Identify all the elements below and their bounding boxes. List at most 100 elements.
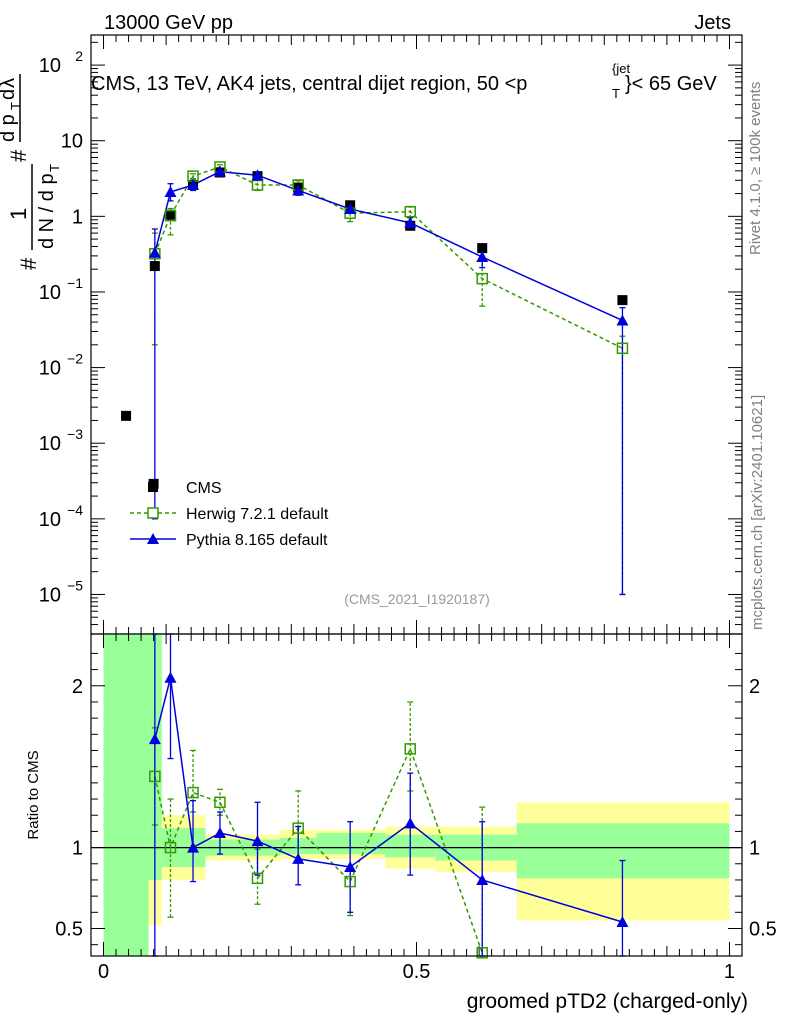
herwig-data-point (404, 206, 416, 218)
y-tick-exponent: −5 (67, 577, 83, 593)
ratio-herwig-point (344, 875, 356, 888)
ylabel-dn-dpt: d N / d p (36, 173, 58, 249)
ratio-pythia-point (292, 852, 305, 864)
ratio-pythia-point (616, 916, 629, 928)
ratio-y-tick-label-right: 0.5 (749, 918, 777, 940)
main-axis-ticks: 10 −5 10 −4 10 −3 10 −2 10 −1 1 10 10 2 (39, 35, 742, 635)
y-tick-label: 10 (39, 55, 61, 77)
ratio-pythia-point (164, 671, 177, 683)
pythia-data-point (251, 169, 264, 181)
ratio-pythia-point (404, 817, 417, 829)
y-tick-exponent: −3 (67, 426, 83, 442)
ratio-pythia-point (476, 873, 489, 885)
legend-marker-cms (148, 482, 158, 492)
cms-data-point (165, 209, 176, 220)
series-line-herwig (154, 166, 623, 349)
title-sup: {jet (612, 61, 630, 76)
title-main: CMS, 13 TeV, AK4 jets, central dijet reg… (91, 73, 527, 95)
cms-data-point (149, 261, 160, 272)
header-right-label: Jets (694, 12, 731, 34)
pythia-data-point (292, 184, 305, 196)
y-tick-exponent: 2 (75, 48, 83, 64)
pythia-data-point (616, 314, 629, 326)
ratio-pythia-point (251, 835, 264, 847)
pythia-data-point (404, 216, 417, 228)
pythia-data-point (148, 246, 161, 258)
ratio-y-tick-label-left: 2 (72, 676, 83, 698)
ratio-y-tick-label-right: 1 (749, 838, 760, 860)
cms-data-point (617, 295, 628, 306)
pythia-data-point (213, 165, 226, 177)
ratio-y-tick-label-right: 2 (749, 676, 760, 698)
ratio-herwig-point (404, 743, 416, 755)
legend-marker-pythia (147, 533, 159, 544)
ylabel-d: d (0, 89, 19, 100)
ratio-y-tick-label-left: 1 (72, 838, 83, 860)
title-tail: }< 65 GeV (625, 73, 717, 95)
ratio-pythia-point (187, 841, 200, 853)
rivet-label: Rivet 4.1.0, ≥ 100k events (747, 82, 764, 255)
title-sub: T (612, 86, 620, 101)
x-tick-label: 1 (724, 961, 735, 983)
ratio-pythia-point (213, 827, 226, 839)
ylabel-hash1: # (16, 257, 41, 270)
y-tick-label: 10 (39, 358, 61, 380)
x-tick-label: 0.5 (403, 961, 431, 983)
legend-label-herwig: Herwig 7.2.1 default (186, 506, 329, 523)
y-tick-label: 10 (39, 433, 61, 455)
legend: CMS Herwig 7.2.1 default Pythia 8.165 de… (130, 480, 329, 549)
ratio-herwig-point (292, 822, 304, 834)
ratio-y-tick-label-left: 0.5 (55, 918, 83, 940)
main-ylabel: # 1 d N / d p T # d p T d λ d 2 N (0, 74, 62, 270)
ratio-herwig-point (164, 841, 177, 854)
pythia-data-point (164, 185, 177, 197)
ratio-axis-ticks: 0.5 0.5 1 1 2 2 0 0.5 1 (55, 634, 777, 983)
y-tick-label: 10 (39, 282, 61, 304)
ratio-pythia-point (148, 733, 161, 745)
pythia-data-point (344, 203, 357, 215)
header-left-label: 13000 GeV pp (104, 12, 233, 34)
x-tick-label: 0 (98, 961, 109, 983)
ylabel-hash2: # (6, 149, 31, 162)
y-tick-exponent: −1 (67, 275, 83, 291)
ratio-herwig-point (187, 786, 199, 799)
ylabel-dn: d (0, 109, 1, 120)
main-series-layer (121, 161, 629, 596)
mcplots-label: mcplots.cern.ch [arXiv:2401.10621] (749, 395, 766, 630)
ylabel-one: 1 (6, 208, 31, 220)
plot-title: CMS, 13 TeV, AK4 jets, central dijet reg… (91, 61, 717, 101)
ratio-herwig-point (476, 947, 488, 959)
y-tick-exponent: −2 (67, 351, 83, 367)
cms-data-point (477, 243, 488, 254)
pythia-data-point (187, 178, 200, 190)
ylabel-t1: T (47, 164, 62, 172)
y-tick-label: 1 (72, 206, 83, 228)
legend-label-pythia: Pythia 8.165 default (186, 532, 328, 549)
ratio-frame (90, 633, 743, 957)
x-axis-label: groomed pTD2 (charged-only) (467, 990, 748, 1013)
ylabel-lambda: λ (0, 78, 19, 88)
legend-label-cms: CMS (186, 480, 222, 497)
ratio-herwig-point (251, 872, 264, 885)
band-inner (103, 634, 149, 956)
ylabel-dpt: d p (0, 114, 19, 142)
ratio-herwig-point (149, 770, 161, 783)
y-tick-label: 10 (39, 584, 61, 606)
legend-marker-herwig (147, 507, 159, 519)
herwig-data-point (476, 272, 488, 285)
analysis-watermark: (CMS_2021_I1920187) (344, 591, 490, 607)
y-tick-label: 10 (39, 509, 61, 531)
cms-data-point (121, 410, 132, 421)
herwig-data-point (164, 209, 177, 222)
series-line-pythia (154, 170, 623, 322)
y-tick-label: 10 (61, 131, 83, 153)
ratio-pythia-point (344, 861, 357, 873)
pythia-data-point (476, 250, 489, 262)
ratio-ylabel: Ratio to CMS (25, 750, 42, 839)
ratio-line-pythia (154, 677, 623, 923)
ratio-series-layer (148, 633, 629, 959)
ylabel-t2: T (8, 102, 23, 110)
y-tick-exponent: −4 (67, 502, 83, 518)
herwig-data-point (616, 342, 629, 355)
